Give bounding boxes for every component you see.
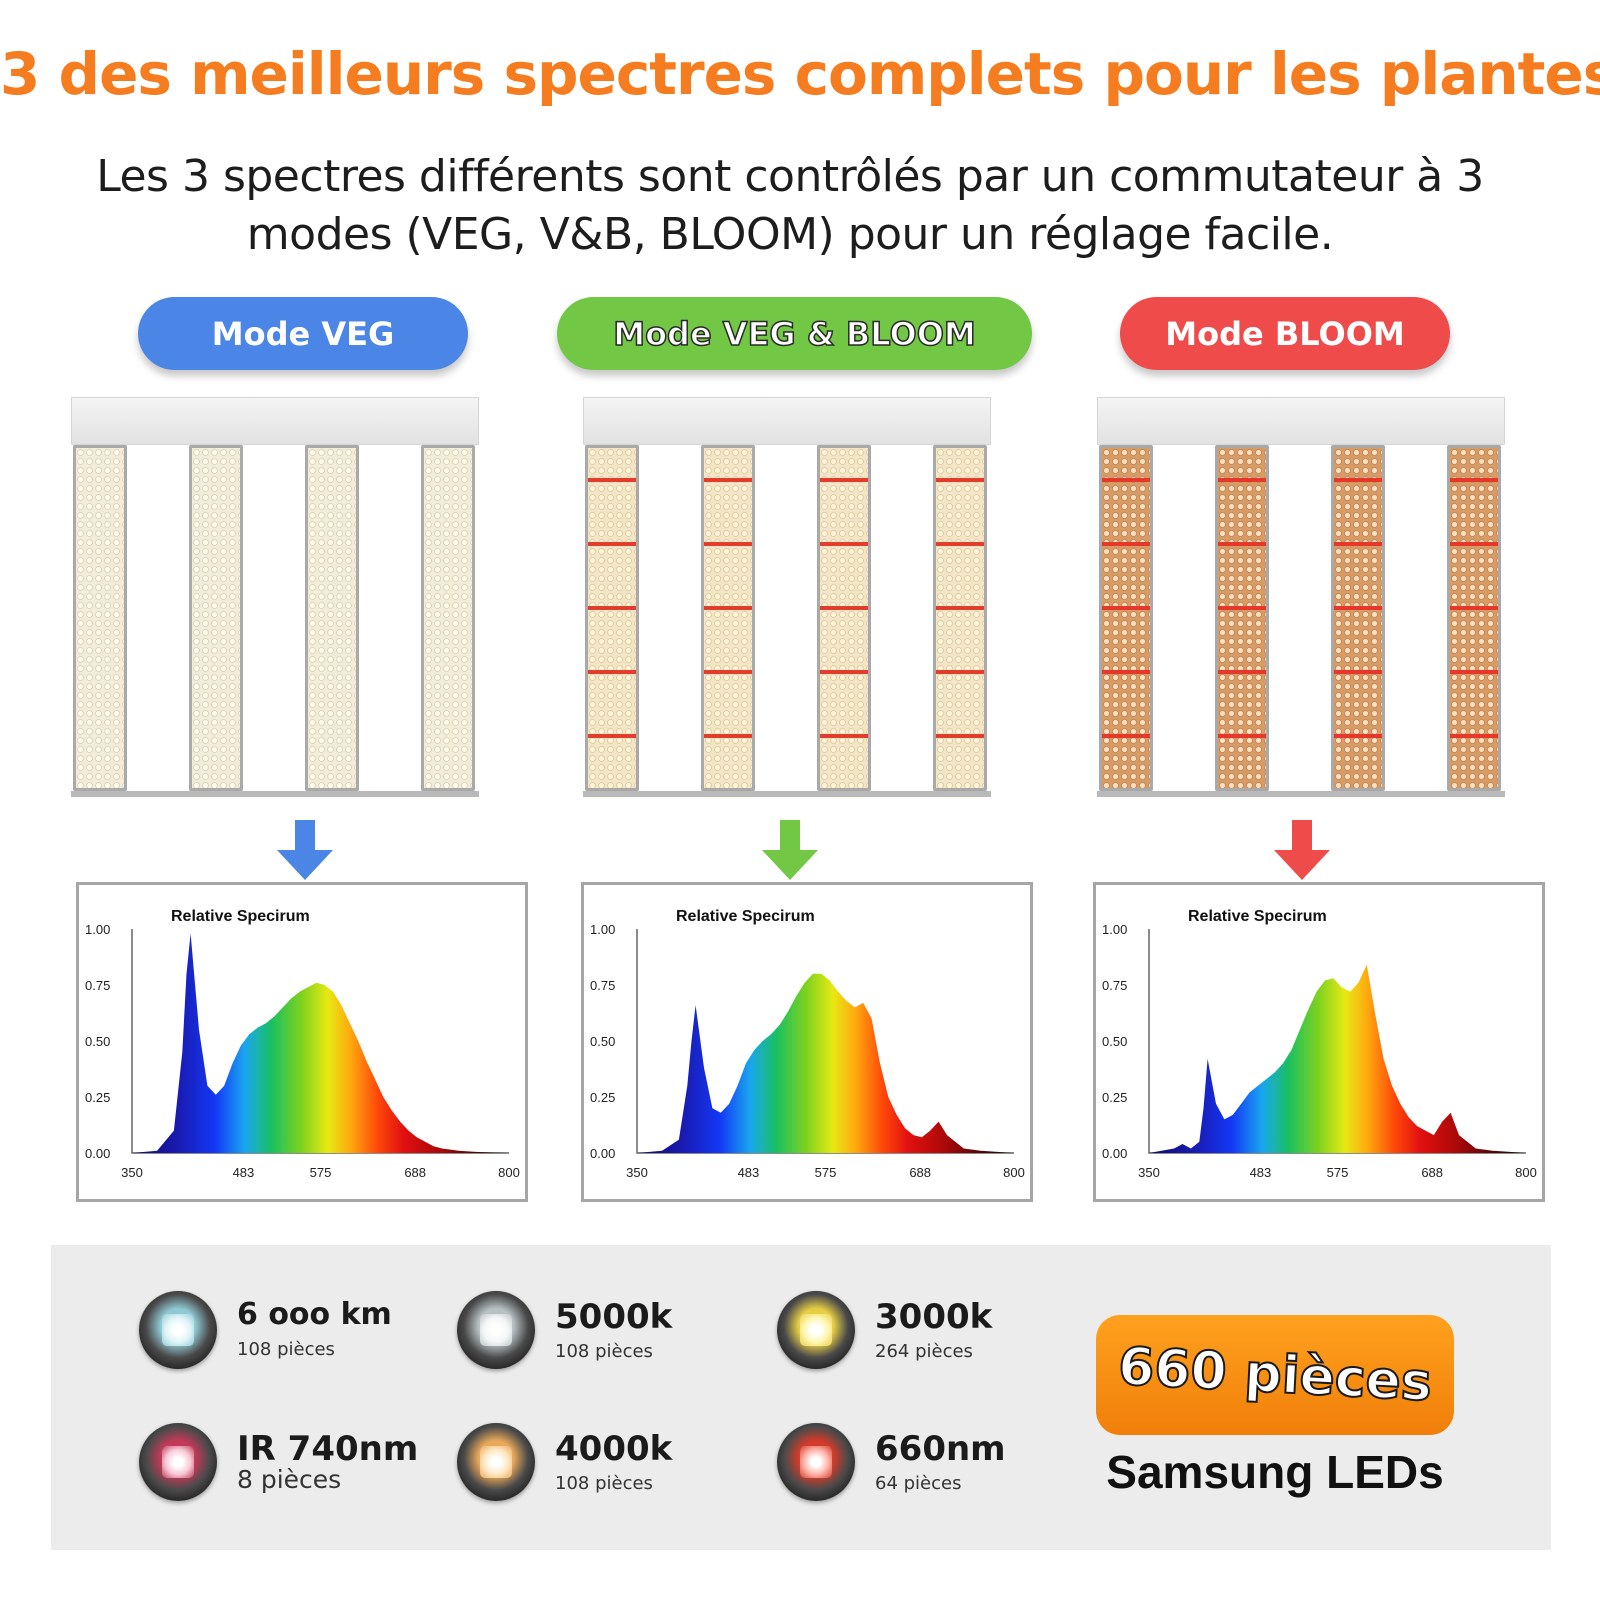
led-bar [585, 445, 639, 791]
y-tick-label: 0.25 [590, 1090, 615, 1105]
bloom-light-panel [1097, 397, 1505, 797]
panel-base-rail [71, 791, 479, 797]
brand-label: Samsung LEDs [1106, 1446, 1444, 1498]
x-tick-label: 688 [404, 1165, 426, 1180]
led-bar [701, 445, 755, 791]
y-tick-label: 0.75 [85, 978, 110, 993]
led-count: 8 pièces [237, 1465, 342, 1494]
subtitle-line-1: Les 3 spectres différents sont contrôlés… [96, 151, 1484, 202]
white-led-chip-icon [139, 1291, 217, 1369]
x-tick-label: 350 [626, 1165, 648, 1180]
led-count: 264 pièces [875, 1341, 973, 1362]
y-tick-label: 0.25 [85, 1090, 110, 1105]
led-name: IR 740nm [237, 1429, 419, 1469]
y-tick-label: 0.50 [85, 1034, 110, 1049]
x-tick-label: 350 [1138, 1165, 1160, 1180]
chart-title: Relative Specirum [1188, 908, 1327, 925]
led-name: 3000k [875, 1297, 993, 1337]
white-led-chip-icon [457, 1291, 535, 1369]
led-feature-item: 6 ooo km 108 pièces [139, 1291, 439, 1381]
chart-title: Relative Specirum [171, 908, 310, 925]
ir-led-chip-icon [139, 1423, 217, 1501]
led-count: 108 pièces [555, 1473, 653, 1494]
chart-title: Relative Specirum [676, 908, 815, 925]
y-tick-label: 0.25 [1102, 1090, 1127, 1105]
panel-base-rail [583, 791, 991, 797]
x-tick-label: 575 [1327, 1165, 1349, 1180]
led-total-badge: 660 pièces [1096, 1315, 1454, 1435]
led-count: 108 pièces [237, 1339, 335, 1360]
veg-bloom-light-panel [583, 397, 991, 797]
y-tick-label: 0.50 [590, 1034, 615, 1049]
y-tick-label: 1.00 [590, 922, 615, 937]
x-tick-label: 483 [1250, 1165, 1272, 1180]
led-bar [73, 445, 127, 791]
x-tick-label: 575 [310, 1165, 332, 1180]
led-bar [1447, 445, 1501, 791]
y-tick-label: 0.00 [590, 1146, 615, 1161]
arrow-down-icon [762, 820, 818, 880]
page-subtitle: Les 3 spectres différents sont contrôlés… [40, 148, 1540, 264]
led-feature-item: 3000k 264 pièces [777, 1291, 1077, 1381]
arrow-down-icon [277, 820, 333, 880]
led-bar [933, 445, 987, 791]
led-name: 5000k [555, 1297, 673, 1337]
x-tick-label: 483 [233, 1165, 255, 1180]
panel-top-bar [71, 397, 479, 445]
led-feature-item: 4000k 108 pièces [457, 1423, 757, 1513]
panel-base-rail [1097, 791, 1505, 797]
subtitle-line-2: modes (VEG, V&B, BLOOM) pour un réglage … [246, 209, 1334, 260]
veg-light-panel [71, 397, 479, 797]
led-feature-item: IR 740nm 8 pièces [139, 1423, 439, 1513]
amber-led-chip-icon [457, 1423, 535, 1501]
x-tick-label: 800 [1003, 1165, 1025, 1180]
y-tick-label: 0.75 [1102, 978, 1127, 993]
y-tick-label: 0.75 [590, 978, 615, 993]
spectrum-area [1149, 964, 1526, 1153]
led-feature-item: 660nm 64 pièces [777, 1423, 1077, 1513]
y-tick-label: 0.00 [1102, 1146, 1127, 1161]
led-name: 6 ooo km [237, 1297, 392, 1332]
y-tick-label: 0.00 [85, 1146, 110, 1161]
y-tick-label: 1.00 [1102, 922, 1127, 937]
mode-veg-pill: Mode VEG [138, 297, 468, 370]
x-tick-label: 350 [121, 1165, 143, 1180]
x-tick-label: 800 [498, 1165, 520, 1180]
y-tick-label: 1.00 [85, 922, 110, 937]
led-name: 660nm [875, 1429, 1006, 1469]
x-tick-label: 688 [909, 1165, 931, 1180]
y-tick-label: 0.50 [1102, 1034, 1127, 1049]
veg-bloom-spectrum-chart: Relative Specirum 1.00 0.75 0.50 0.25 0.00 350… [581, 882, 1033, 1202]
bloom-spectrum-chart: Relative Specirum 1.00 0.75 0.50 0.25 0.00 350… [1093, 882, 1545, 1202]
led-bar [305, 445, 359, 791]
led-bar [1215, 445, 1269, 791]
led-bar [1331, 445, 1385, 791]
mode-veg-bloom-pill: Mode VEG & BLOOM [557, 297, 1032, 370]
arrow-down-icon [1274, 820, 1330, 880]
led-bar [421, 445, 475, 791]
x-tick-label: 575 [815, 1165, 837, 1180]
led-count: 64 pièces [875, 1473, 962, 1494]
warm-led-chip-icon [777, 1291, 855, 1369]
led-features-panel: 6 ooo km 108 pièces 5000k 108 pièces 300… [51, 1245, 1551, 1550]
panel-top-bar [1097, 397, 1505, 445]
led-name: 4000k [555, 1429, 673, 1469]
led-bar [817, 445, 871, 791]
led-feature-item: 5000k 108 pièces [457, 1291, 757, 1381]
x-tick-label: 800 [1515, 1165, 1537, 1180]
panel-top-bar [583, 397, 991, 445]
x-tick-label: 688 [1421, 1165, 1443, 1180]
mode-bloom-pill: Mode BLOOM [1120, 297, 1450, 370]
led-total-text: 660 pièces [1116, 1336, 1435, 1414]
x-tick-label: 483 [738, 1165, 760, 1180]
spectrum-area [637, 973, 1014, 1153]
spectrum-area [132, 933, 509, 1153]
led-bar [189, 445, 243, 791]
veg-spectrum-chart: Relative Specirum 1.00 0.75 0.50 0.25 0.00 350… [76, 882, 528, 1202]
page-title: 3 des meilleurs spectres complets pour l… [0, 40, 1600, 108]
led-bar [1099, 445, 1153, 791]
red-led-chip-icon [777, 1423, 855, 1501]
led-count: 108 pièces [555, 1341, 653, 1362]
